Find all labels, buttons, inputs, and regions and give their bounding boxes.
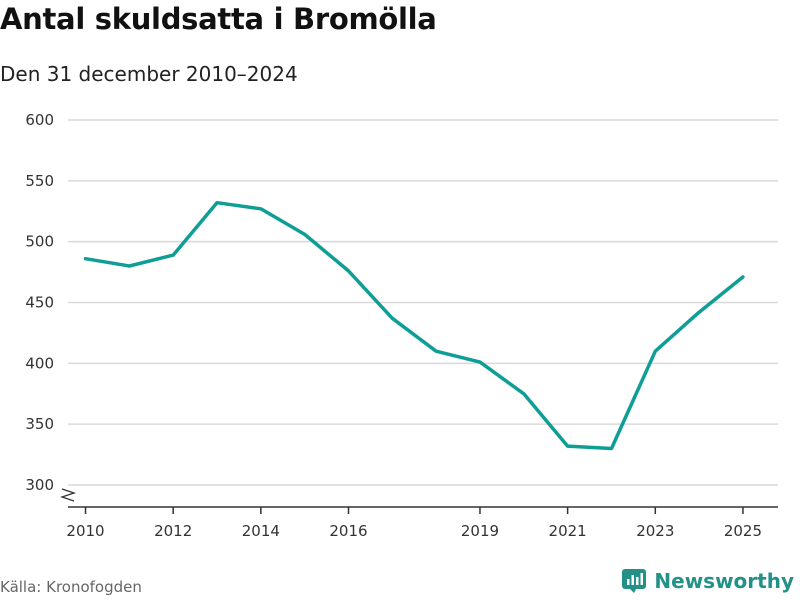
x-tick-label-2021: 2021	[549, 522, 587, 540]
x-tick-label-2012: 2012	[154, 522, 192, 540]
y-tick-label-300: 300	[25, 476, 54, 494]
x-tick-label-2025: 2025	[724, 522, 762, 540]
x-tick-label-2016: 2016	[329, 522, 367, 540]
x-axis	[59, 488, 778, 508]
series-line-0	[83, 200, 745, 451]
y-tick-label-600: 600	[25, 111, 54, 129]
y-tick-label-450: 450	[25, 294, 54, 312]
chart-title: Antal skuldsatta i Bromölla	[0, 2, 437, 36]
chart-subtitle: Den 31 december 2010–2024	[0, 62, 298, 86]
y-axis-ticks: 300 350 400 450 500 550 600	[25, 111, 54, 494]
x-tick-label-2023: 2023	[636, 522, 674, 540]
series-group	[83, 200, 745, 451]
y-tick-label-500: 500	[25, 233, 54, 251]
brand-name: Newsworthy	[654, 569, 794, 593]
y-tick-label-350: 350	[25, 415, 54, 433]
x-tick-label-2014: 2014	[242, 522, 280, 540]
axis-break-icon	[59, 488, 77, 502]
newsworthy-logo-icon	[622, 569, 647, 593]
x-tick-label-2019: 2019	[461, 522, 499, 540]
source-note: Källa: Kronofogden	[0, 578, 142, 596]
x-tick-label-2010: 2010	[66, 522, 104, 540]
y-tick-label-550: 550	[25, 172, 54, 190]
x-axis-ticks: 2010 2012 2014 2016 2019 2021 2023 2025	[66, 507, 762, 540]
gridlines	[68, 119, 778, 486]
brand[interactable]: Newsworthy	[622, 569, 794, 593]
y-tick-label-400: 400	[25, 354, 54, 372]
